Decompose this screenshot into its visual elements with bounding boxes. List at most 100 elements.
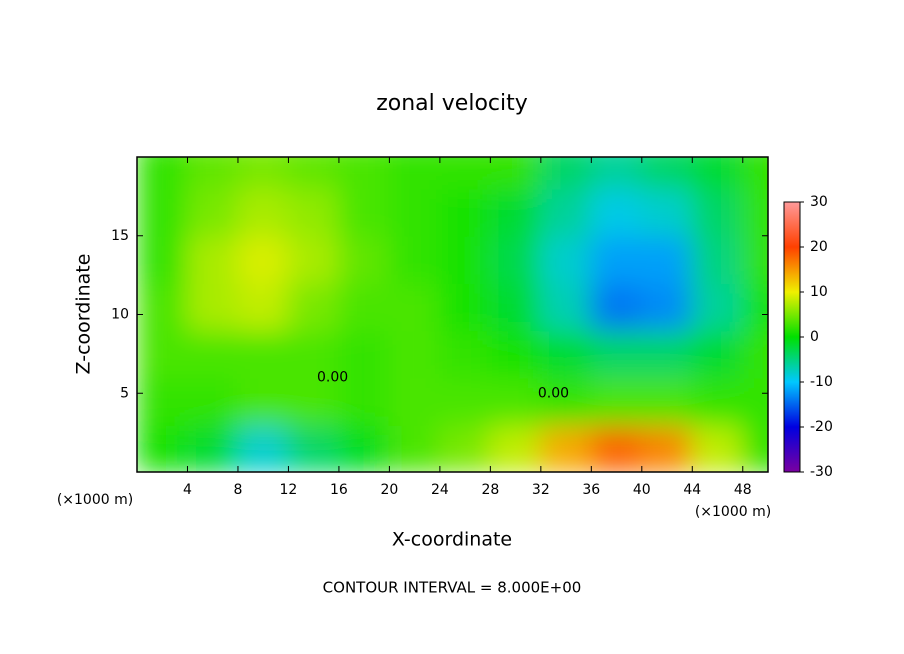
field-cell (137, 187, 189, 237)
field-cell (489, 423, 542, 472)
field-cell (691, 234, 744, 284)
field-cell (741, 329, 768, 379)
field-cell (640, 234, 694, 284)
field-cell (287, 157, 340, 190)
field-cell (590, 376, 643, 426)
field-cell (489, 376, 542, 426)
field-cell (590, 234, 643, 284)
field-cell (287, 187, 340, 237)
field-cell (539, 423, 593, 472)
field-cell (691, 423, 744, 472)
x-tick-label: 24 (431, 482, 449, 498)
field-cell (691, 282, 744, 332)
x-tick-label: 20 (380, 482, 398, 498)
field-cell (590, 423, 643, 472)
field-cell (640, 157, 694, 190)
field-cell (236, 282, 290, 332)
field-cell (236, 376, 290, 426)
field-cell (337, 187, 391, 237)
y-axis-label: Z-coordinate (73, 254, 95, 375)
field-cell (186, 187, 239, 237)
field-cell (640, 329, 694, 379)
x-tick-label: 40 (633, 482, 651, 498)
field-cell (287, 376, 340, 426)
field-cell (337, 329, 391, 379)
contour-label: 0.00 (538, 385, 569, 401)
x-unit-label: (×1000 m) (57, 492, 133, 508)
field-cell (489, 329, 542, 379)
field-cell (741, 234, 768, 284)
x-tick-label: 8 (233, 482, 242, 498)
field-cell (137, 157, 189, 190)
chart-title: zonal velocity (376, 91, 528, 116)
field-cell (388, 234, 441, 284)
field-cell (388, 157, 441, 190)
field-cell (590, 157, 643, 190)
field-cell (287, 329, 340, 379)
field-cell (489, 234, 542, 284)
x-unit-label: (×1000 m) (695, 504, 771, 520)
x-tick-label: 36 (582, 482, 600, 498)
field-cell (741, 282, 768, 332)
field-cell (640, 376, 694, 426)
field-cell (741, 423, 768, 472)
field-cell (236, 423, 290, 472)
field-cell (137, 329, 189, 379)
y-tick-label: 15 (111, 228, 129, 244)
field-cell (186, 376, 239, 426)
field-cell (489, 187, 542, 237)
field-cell (337, 423, 391, 472)
y-tick-label: 10 (111, 307, 129, 323)
field-cell (388, 282, 441, 332)
field-cell (186, 157, 239, 190)
field-cell (539, 157, 593, 190)
field-cell (186, 234, 239, 284)
field-cell (137, 423, 189, 472)
field-cell (337, 234, 391, 284)
field-cell (337, 282, 391, 332)
x-tick-label: 4 (183, 482, 192, 498)
field-cell (438, 234, 492, 284)
field-cell (640, 282, 694, 332)
field-cell (539, 329, 593, 379)
x-tick-label: 16 (330, 482, 348, 498)
field-cell (137, 234, 189, 284)
x-tick-label: 12 (280, 482, 298, 498)
colorbar-tick-label: -20 (810, 419, 833, 435)
field-cell (539, 376, 593, 426)
x-tick-label: 32 (532, 482, 550, 498)
colorbar-tick-label: 20 (810, 239, 828, 255)
x-tick-label: 44 (683, 482, 701, 498)
field (137, 157, 768, 472)
field-cell (438, 282, 492, 332)
field-cell (388, 187, 441, 237)
plot-area (137, 157, 768, 472)
colorbar-tick-label: 30 (810, 194, 828, 210)
field-cell (236, 157, 290, 190)
field-cell (236, 329, 290, 379)
field-cell (287, 423, 340, 472)
x-tick-label: 28 (481, 482, 499, 498)
footer: CONTOUR INTERVAL = 8.000E+00 (323, 579, 582, 597)
field-cell (337, 157, 391, 190)
colorbar-tick-label: -10 (810, 374, 833, 390)
field-cell (489, 157, 542, 190)
colorbar-tick-label: 0 (810, 329, 819, 345)
field-cell (590, 282, 643, 332)
field-cell (287, 282, 340, 332)
field-cell (388, 423, 441, 472)
field-cell (236, 187, 290, 237)
contour-label: 0.00 (317, 370, 348, 386)
field-cell (438, 157, 492, 190)
field-cell (691, 376, 744, 426)
field-cell (741, 157, 768, 190)
field-cell (186, 282, 239, 332)
field-cell (489, 282, 542, 332)
field-cell (137, 282, 189, 332)
x-axis-label: X-coordinate (392, 529, 512, 551)
field-cell (691, 187, 744, 237)
field-cell (741, 187, 768, 237)
field-cell (337, 376, 391, 426)
